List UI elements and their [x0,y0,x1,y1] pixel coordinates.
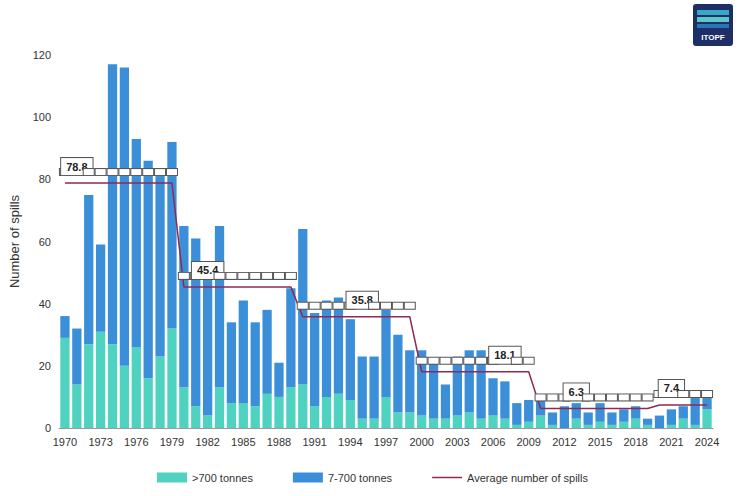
svg-text:45.4: 45.4 [196,264,219,277]
svg-text:2009: 2009 [516,436,540,448]
svg-text:2021: 2021 [659,436,683,448]
svg-text:2024: 2024 [695,436,719,448]
svg-text:2006: 2006 [481,436,505,448]
svg-text:100: 100 [33,111,51,123]
svg-text:0: 0 [45,422,51,434]
svg-text:6.3: 6.3 [569,386,584,398]
svg-text:7-700 tonnes: 7-700 tonnes [328,472,393,484]
svg-text:60: 60 [39,236,51,248]
svg-text:ITOPF: ITOPF [701,33,725,42]
svg-text:Number of spills: Number of spills [7,194,22,288]
svg-text:120: 120 [33,49,51,61]
svg-text:2003: 2003 [445,436,469,448]
svg-text:20: 20 [39,360,51,372]
svg-text:1976: 1976 [124,436,148,448]
svg-text:2012: 2012 [552,436,576,448]
svg-text:40: 40 [39,298,51,310]
svg-text:7.4: 7.4 [663,382,679,395]
svg-text:1988: 1988 [267,436,291,448]
svg-text:1970: 1970 [53,436,77,448]
svg-text:1991: 1991 [302,436,326,448]
svg-text:80: 80 [39,173,51,185]
svg-text:1985: 1985 [231,436,255,448]
svg-text:1997: 1997 [374,436,398,448]
svg-text:1994: 1994 [338,436,362,448]
svg-text:>700 tonnes: >700 tonnes [192,472,253,484]
svg-text:1973: 1973 [88,436,112,448]
svg-text:2000: 2000 [409,436,433,448]
svg-text:1982: 1982 [195,436,219,448]
svg-text:18.1: 18.1 [494,349,516,362]
svg-text:1979: 1979 [160,436,184,448]
svg-text:78.8: 78.8 [66,160,88,173]
svg-text:2018: 2018 [623,436,647,448]
svg-text:Average number of spills: Average number of spills [467,472,588,484]
svg-text:35.8: 35.8 [351,294,373,307]
svg-text:2015: 2015 [588,436,612,448]
